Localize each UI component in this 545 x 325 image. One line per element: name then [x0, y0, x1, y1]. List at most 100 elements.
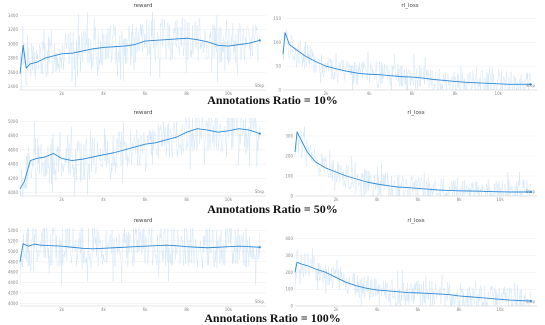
y-tick-label: 4400	[8, 162, 19, 167]
x-tick-label: 8k	[453, 91, 459, 96]
x-tick-label: 6k	[143, 307, 149, 312]
y-tick-label: 4000	[8, 190, 19, 195]
x-tick-label: 4k	[101, 91, 107, 96]
x-tick-label: 8k	[457, 307, 463, 312]
raw-series-line	[19, 117, 260, 197]
chart-title: rl_loss	[407, 110, 424, 116]
x-tick-label: 8k	[184, 197, 190, 202]
series-end-point	[529, 299, 532, 303]
ratio-caption-100: Annotations Ratio = 100%	[204, 311, 341, 325]
x-tick-label: 6k	[143, 91, 149, 96]
series-line	[294, 261, 531, 302]
series-end-point	[258, 39, 261, 42]
x-axis-label: Step	[255, 299, 265, 304]
y-tick-label: 3000	[8, 41, 19, 46]
x-tick-label: 6k	[416, 307, 422, 312]
y-tick-label: 150	[273, 16, 281, 21]
y-tick-label: 4000	[8, 301, 19, 306]
chart-title: reward	[133, 110, 152, 116]
y-tick-label: 2800	[8, 56, 19, 61]
chart-title: reward	[133, 218, 152, 224]
y-tick-label: 4600	[8, 270, 19, 275]
y-tick-label: 4800	[8, 259, 19, 264]
y-tick-label: 5200	[8, 239, 19, 244]
x-axis-label: Step	[255, 189, 265, 194]
raw-series-line	[294, 247, 532, 307]
x-tick-label: 10k	[496, 197, 504, 202]
series-line	[19, 243, 260, 262]
x-tick-label: 8k	[184, 307, 190, 312]
chart-title: rl_loss	[407, 218, 424, 224]
y-tick-label: 200	[285, 154, 293, 159]
y-tick-label: 0	[290, 304, 293, 309]
x-axis-label: Step	[526, 83, 536, 88]
x-tick-label: 2k	[334, 307, 340, 312]
y-tick-label: 0	[290, 194, 293, 199]
chart-panel-2: rl_loss 0 50 100 150 2k 4k 6k 8k 10k Step	[273, 3, 537, 96]
series-end-point	[258, 132, 261, 135]
y-tick-label: 4400	[8, 280, 19, 285]
series-end-point	[529, 83, 532, 86]
y-tick-label: 4600	[8, 147, 19, 152]
y-tick-label: 3200	[8, 27, 19, 32]
ratio-caption-10: Annotations Ratio = 10%	[207, 93, 338, 107]
y-tick-label: 4200	[8, 291, 19, 296]
ratio-caption-50: Annotations Ratio = 50%	[207, 202, 338, 216]
raw-series-line	[19, 227, 260, 286]
x-tick-label: 2k	[59, 91, 65, 96]
x-tick-label: 6k	[143, 197, 149, 202]
y-tick-label: 5000	[8, 249, 19, 254]
y-tick-label: 2400	[8, 84, 19, 89]
x-tick-label: 6k	[416, 197, 422, 202]
chart-panel-3: reward 4000 4200 4400 4600 4800 5000 2k 4k 6k 8k 10…	[8, 110, 266, 202]
y-tick-label: 50	[276, 64, 282, 69]
x-tick-label: 4k	[375, 307, 381, 312]
series-line	[19, 37, 260, 74]
series-end-point	[258, 246, 261, 249]
x-axis-label: Step	[255, 83, 265, 88]
y-tick-label: 300	[285, 134, 293, 139]
y-tick-label: 3400	[8, 13, 19, 18]
chart-panel-5: reward 4000 4200 4400 4600 4800 5000 5200 5400 2k…	[8, 218, 266, 312]
chart-title: reward	[133, 3, 152, 9]
x-tick-label: 10k	[495, 91, 503, 96]
x-tick-label: 4k	[101, 197, 107, 202]
chart-panel-1: reward 2400 2600 2800 3000 3200 3400 2k 4k 6k 8k 10…	[8, 3, 266, 96]
x-tick-label: 10k	[225, 307, 233, 312]
chart-panel-4: rl_loss01002003002k4k6k8k10kStep	[285, 110, 537, 202]
x-tick-label: 8k	[184, 91, 190, 96]
y-tick-label: 200	[285, 270, 293, 275]
y-tick-label: 5000	[8, 119, 19, 124]
y-tick-label: 2600	[8, 70, 19, 75]
y-tick-label: 300	[285, 253, 293, 258]
y-tick-label: 4800	[8, 133, 19, 138]
y-tick-label: 4200	[8, 176, 19, 181]
y-tick-label: 5400	[8, 228, 19, 233]
x-tick-label: 2k	[59, 197, 65, 202]
y-tick-label: 400	[285, 236, 293, 241]
y-tick-label: 0	[278, 88, 281, 93]
y-tick-label: 100	[273, 40, 281, 45]
series-line	[282, 32, 531, 85]
x-tick-label: 8k	[457, 197, 463, 202]
x-tick-label: 2k	[59, 307, 65, 312]
series-line	[294, 131, 531, 193]
x-tick-label: 4k	[101, 307, 107, 312]
x-tick-label: 2k	[324, 91, 330, 96]
raw-series-line	[294, 126, 532, 197]
y-tick-label: 100	[285, 174, 293, 179]
x-tick-label: 4k	[375, 197, 381, 202]
x-tick-label: 10k	[225, 197, 233, 202]
raw-series-line	[19, 11, 260, 91]
x-tick-label: 4k	[367, 91, 373, 96]
series-line	[19, 128, 260, 190]
x-tick-label: 2k	[334, 197, 340, 202]
x-tick-label: 10k	[225, 91, 233, 96]
chart-panel-6: rl_loss01002003004002k4k6k8k10kStep	[285, 218, 537, 312]
raw-series-line	[282, 29, 531, 91]
x-tick-label: 10k	[496, 307, 504, 312]
y-tick-label: 100	[285, 287, 293, 292]
series-end-point	[529, 190, 532, 194]
x-tick-label: 6k	[410, 91, 416, 96]
